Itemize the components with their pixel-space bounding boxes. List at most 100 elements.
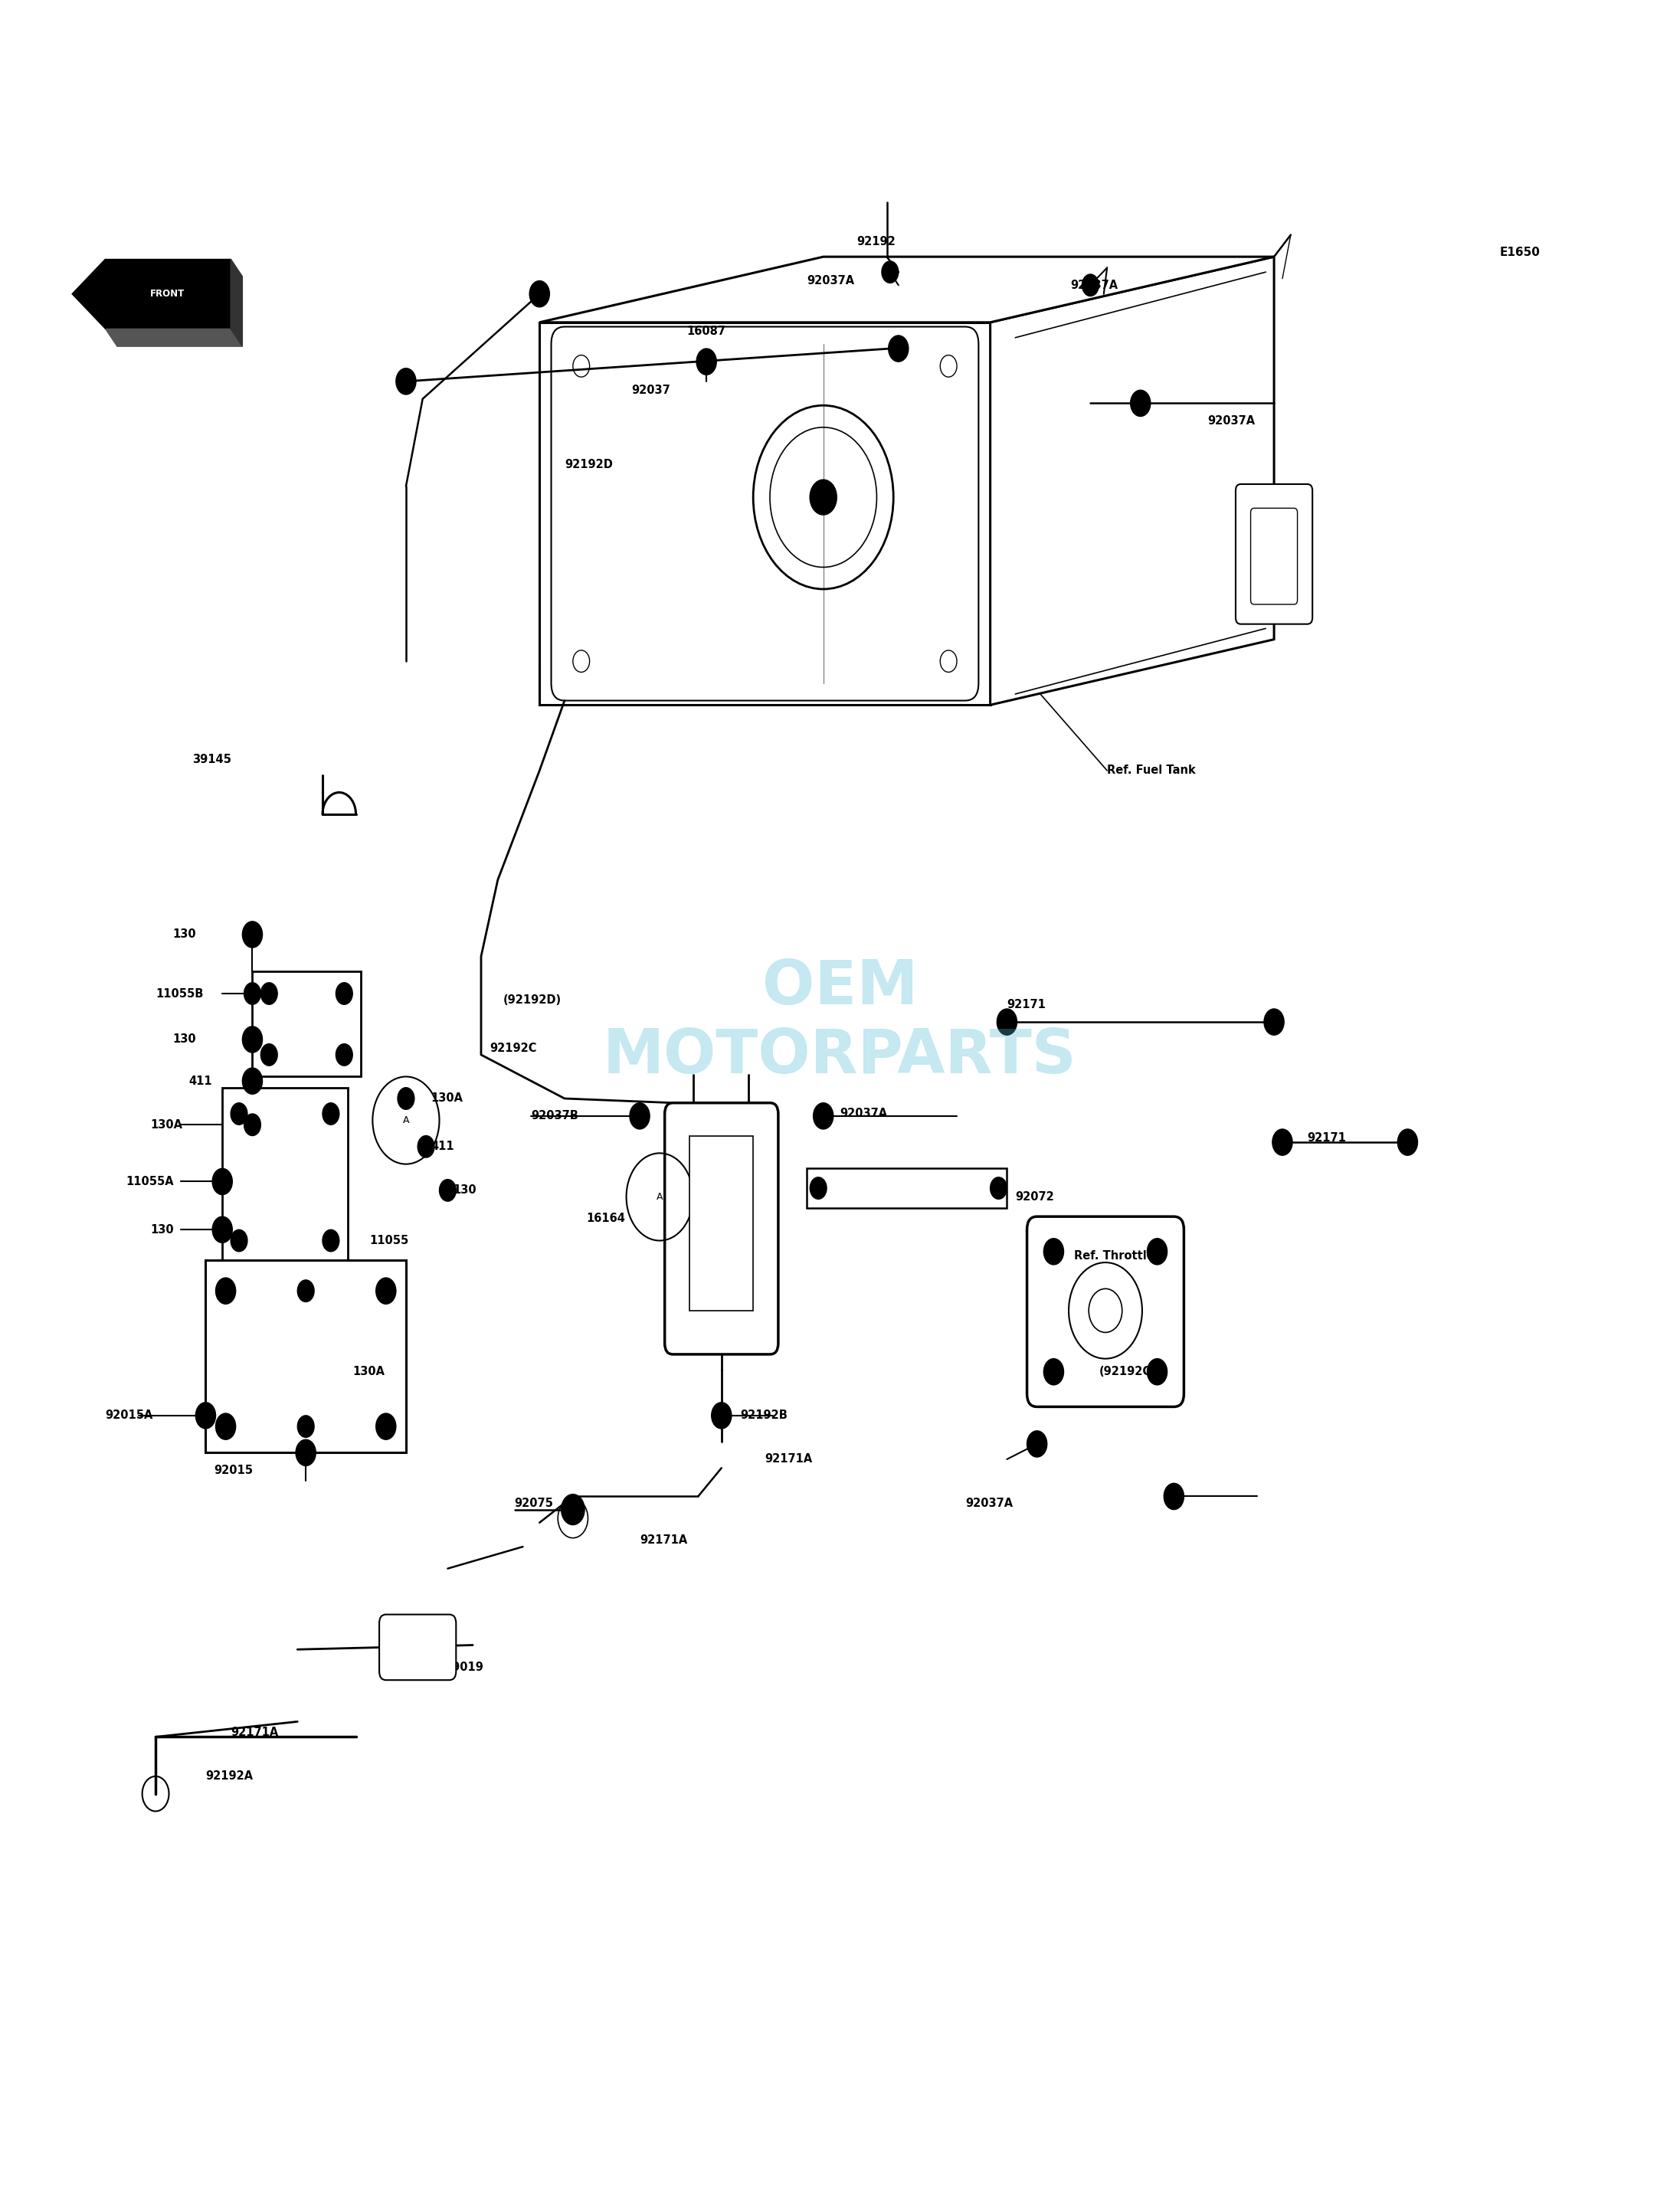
Circle shape xyxy=(697,349,716,376)
Text: 11055B: 11055B xyxy=(156,989,203,1000)
Circle shape xyxy=(244,1114,260,1136)
Circle shape xyxy=(440,1180,455,1202)
Circle shape xyxy=(1263,1008,1284,1035)
Circle shape xyxy=(336,982,353,1004)
Text: 92192: 92192 xyxy=(857,235,895,248)
Circle shape xyxy=(260,982,277,1004)
Circle shape xyxy=(1164,1483,1184,1509)
Circle shape xyxy=(396,369,417,395)
Text: 16164: 16164 xyxy=(586,1213,625,1224)
Circle shape xyxy=(1026,1430,1047,1457)
Circle shape xyxy=(195,1402,215,1428)
Circle shape xyxy=(711,1402,731,1428)
Circle shape xyxy=(1398,1129,1418,1156)
Text: 411: 411 xyxy=(432,1140,455,1153)
Circle shape xyxy=(242,1068,262,1094)
Text: 39145: 39145 xyxy=(192,754,232,765)
Circle shape xyxy=(418,1136,435,1158)
Bar xyxy=(222,1088,348,1263)
Circle shape xyxy=(242,921,262,947)
Text: 130A: 130A xyxy=(432,1092,464,1105)
Circle shape xyxy=(260,1044,277,1066)
Polygon shape xyxy=(539,323,990,705)
Circle shape xyxy=(810,1178,827,1200)
Text: 92037A: 92037A xyxy=(1070,279,1117,290)
Circle shape xyxy=(230,1103,247,1125)
Text: (92192D): (92192D) xyxy=(502,995,561,1006)
Text: 11055A: 11055A xyxy=(126,1175,173,1186)
Text: 411: 411 xyxy=(188,1074,212,1088)
Circle shape xyxy=(990,1178,1006,1200)
FancyBboxPatch shape xyxy=(1026,1217,1184,1406)
Bar xyxy=(252,971,361,1077)
Circle shape xyxy=(297,1281,314,1303)
Circle shape xyxy=(323,1230,339,1252)
Circle shape xyxy=(398,1088,415,1109)
Circle shape xyxy=(889,336,909,363)
FancyBboxPatch shape xyxy=(1250,508,1297,604)
Circle shape xyxy=(244,982,260,1004)
Text: 92037A: 92037A xyxy=(840,1107,887,1120)
Text: 92192C: 92192C xyxy=(489,1041,536,1055)
Text: FRONT: FRONT xyxy=(150,290,185,299)
Circle shape xyxy=(882,261,899,283)
Text: 92037A: 92037A xyxy=(1208,415,1255,426)
Text: 92037B: 92037B xyxy=(531,1109,578,1123)
Polygon shape xyxy=(106,330,242,347)
Text: 92037A: 92037A xyxy=(806,275,853,286)
Text: 92015: 92015 xyxy=(213,1465,254,1476)
Circle shape xyxy=(212,1217,232,1244)
Circle shape xyxy=(1272,1129,1292,1156)
FancyBboxPatch shape xyxy=(1235,483,1312,624)
Text: Ref. Throttle: Ref. Throttle xyxy=(1074,1250,1154,1261)
Text: 49019: 49019 xyxy=(445,1661,484,1672)
Polygon shape xyxy=(230,259,242,347)
Circle shape xyxy=(1147,1358,1168,1384)
Circle shape xyxy=(1131,391,1151,417)
Text: 92072: 92072 xyxy=(1015,1191,1053,1202)
Circle shape xyxy=(215,1279,235,1305)
Polygon shape xyxy=(539,257,1273,323)
FancyBboxPatch shape xyxy=(380,1615,455,1681)
Circle shape xyxy=(215,1413,235,1439)
Circle shape xyxy=(230,1230,247,1252)
Circle shape xyxy=(297,1415,314,1437)
Text: 92015A: 92015A xyxy=(106,1410,153,1421)
Text: 16087: 16087 xyxy=(687,325,726,336)
FancyBboxPatch shape xyxy=(665,1103,778,1353)
Text: 92171: 92171 xyxy=(1006,1000,1047,1011)
FancyBboxPatch shape xyxy=(551,327,978,701)
Bar xyxy=(205,1261,407,1452)
Text: 130A: 130A xyxy=(353,1367,385,1378)
Circle shape xyxy=(996,1008,1016,1035)
Circle shape xyxy=(1082,275,1099,297)
Text: OEM
MOTORPARTS: OEM MOTORPARTS xyxy=(603,958,1077,1085)
Text: 92171: 92171 xyxy=(1307,1131,1346,1145)
Text: 92075: 92075 xyxy=(514,1496,553,1509)
Text: (92192C): (92192C) xyxy=(1099,1367,1156,1378)
Text: E1650: E1650 xyxy=(1499,246,1541,257)
Polygon shape xyxy=(106,259,230,330)
Circle shape xyxy=(630,1103,650,1129)
Text: 92192B: 92192B xyxy=(739,1410,788,1421)
Text: 130: 130 xyxy=(151,1224,175,1235)
Circle shape xyxy=(561,1494,585,1525)
Text: 130: 130 xyxy=(452,1184,475,1195)
Text: 92171A: 92171A xyxy=(640,1534,687,1547)
Text: 92037: 92037 xyxy=(632,384,670,395)
Circle shape xyxy=(336,1044,353,1066)
Text: 92192D: 92192D xyxy=(564,459,613,470)
Circle shape xyxy=(376,1279,396,1305)
Bar xyxy=(806,1169,1006,1208)
Circle shape xyxy=(296,1439,316,1465)
Circle shape xyxy=(529,281,549,308)
Polygon shape xyxy=(990,257,1273,705)
Circle shape xyxy=(813,1103,833,1129)
Text: 92037A: 92037A xyxy=(966,1496,1013,1509)
Text: 130A: 130A xyxy=(151,1118,183,1131)
Circle shape xyxy=(1043,1358,1063,1384)
Text: 92171A: 92171A xyxy=(230,1727,279,1738)
Polygon shape xyxy=(72,259,106,330)
Circle shape xyxy=(212,1169,232,1195)
Text: A: A xyxy=(657,1193,664,1202)
